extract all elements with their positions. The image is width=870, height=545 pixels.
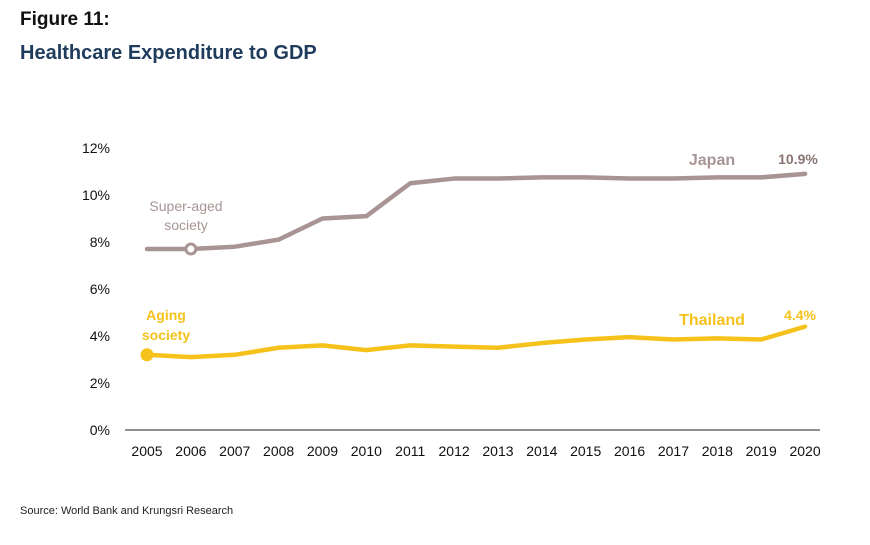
x-tick-label: 2005 (131, 443, 162, 459)
y-tick-label: 2% (90, 375, 110, 391)
thailand-series-name: Thailand (679, 312, 745, 329)
thailand-series-line (144, 324, 808, 360)
y-tick-label: 8% (90, 234, 110, 250)
source-note: Source: World Bank and Krungsri Research (20, 505, 234, 517)
y-tick-label: 10% (82, 187, 110, 203)
x-tick-label: 2016 (614, 443, 645, 459)
thailand-marker-label-line2: society (142, 327, 190, 343)
japan-marker-label-line2: society (164, 217, 208, 233)
x-tick-label: 2008 (263, 443, 294, 459)
y-tick-label: 12% (82, 140, 110, 156)
y-tick-label: 6% (90, 281, 110, 297)
x-tick-label: 2011 (395, 443, 425, 459)
chart-title: Healthcare Expenditure to GDP (20, 42, 317, 64)
x-tick-label: 2012 (439, 443, 470, 459)
x-tick-label: 2014 (526, 443, 557, 459)
x-tick-label: 2010 (351, 443, 382, 459)
thailand-marker-label-line1: Aging (146, 307, 186, 323)
x-tick-label: 2020 (789, 443, 820, 459)
x-tick-label: 2015 (570, 443, 601, 459)
y-tick-label: 4% (90, 328, 110, 344)
x-tick-label: 2013 (482, 443, 513, 459)
japan-marker-label-line1: Super-aged (149, 198, 222, 214)
x-tick-label: 2017 (658, 443, 689, 459)
x-tick-label: 2009 (307, 443, 338, 459)
y-tick-label: 0% (90, 422, 110, 438)
x-tick-label: 2006 (175, 443, 206, 459)
japan-series-line (144, 171, 808, 252)
japan-end-value-label: 10.9% (778, 151, 818, 167)
thailand-marker (140, 348, 154, 362)
thailand-end-value-label: 4.4% (784, 307, 816, 323)
japan-marker (184, 242, 198, 256)
x-tick-label: 2018 (702, 443, 733, 459)
x-tick-label: 2007 (219, 443, 250, 459)
figure-label: Figure 11: (20, 9, 110, 30)
japan-series-name: Japan (689, 152, 735, 169)
x-tick-label: 2019 (746, 443, 777, 459)
